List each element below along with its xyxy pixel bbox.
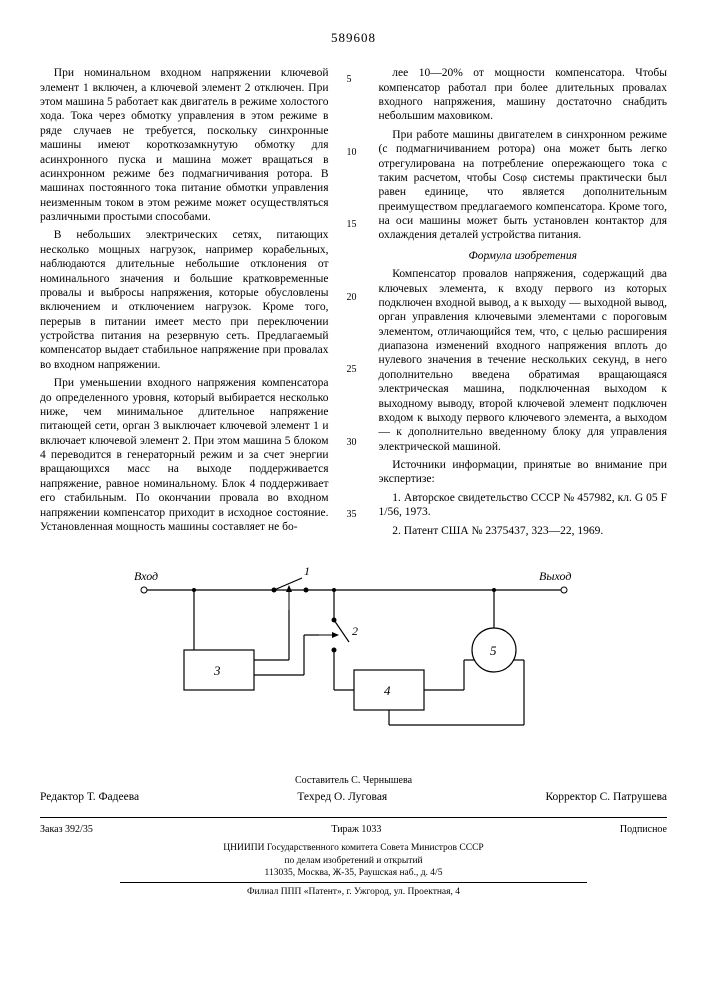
svg-text:5: 5 [490,643,497,658]
editor: Редактор Т. Фадеева [40,790,139,804]
order: Заказ 392/35 [40,824,93,837]
para: При уменьшении входного напряжения компе… [40,376,329,534]
para: При номинальном входном напряжении ключе… [40,66,329,224]
footer-block: Составитель С. Чернышева Редактор Т. Фад… [40,775,667,899]
formula-title: Формула изобретения [379,249,668,263]
para: 1. Авторское свидетельство СССР № 457982… [379,491,668,520]
left-column: При номинальном входном напряжении ключе… [40,66,329,542]
org-line: по делам изобретений и открытий [40,855,667,867]
para: Источники информации, принятые во вниман… [379,458,668,487]
org-line: ЦНИИПИ Государственного комитета Совета … [40,842,667,854]
text-columns: При номинальном входном напряжении ключе… [40,66,667,542]
svg-text:3: 3 [213,663,221,678]
linenum: 5 [347,74,361,87]
para: лее 10—20% от мощности компенсатора. Что… [379,66,668,124]
para: В небольших электрических сетях, питающи… [40,228,329,372]
svg-text:1: 1 [304,564,310,578]
subscribe: Подписное [620,824,667,837]
output-label: Выход [539,569,571,583]
tirazh: Тираж 1033 [331,824,381,837]
composer: Составитель С. Чернышева [40,775,667,788]
input-label: Вход [134,569,158,583]
tech: Техред О. Луговая [297,790,387,804]
linenum: 20 [347,292,361,305]
right-column: лее 10—20% от мощности компенсатора. Что… [379,66,668,542]
addr-line: 113035, Москва, Ж-35, Раушская наб., д. … [40,867,667,879]
para: Компенсатор провалов напряжения, содержа… [379,267,668,454]
addr-line: Филиал ППП «Патент», г. Ужгород, ул. Про… [40,886,667,898]
line-numbers: 5 10 15 20 25 30 35 [347,66,361,542]
circuit-diagram: Вход Выход 1 2 3 4 5 [124,560,584,750]
para: 2. Патент США № 2375437, 323—22, 1969. [379,524,668,538]
para: При работе машины двигателем в синхронно… [379,128,668,243]
linenum: 25 [347,364,361,377]
linenum: 10 [347,147,361,160]
patent-number: 589608 [40,30,667,46]
linenum: 15 [347,219,361,232]
svg-text:4: 4 [384,683,391,698]
linenum: 35 [347,509,361,522]
corrector: Корректор С. Патрушева [545,790,667,804]
svg-text:2: 2 [352,624,358,638]
linenum: 30 [347,437,361,450]
